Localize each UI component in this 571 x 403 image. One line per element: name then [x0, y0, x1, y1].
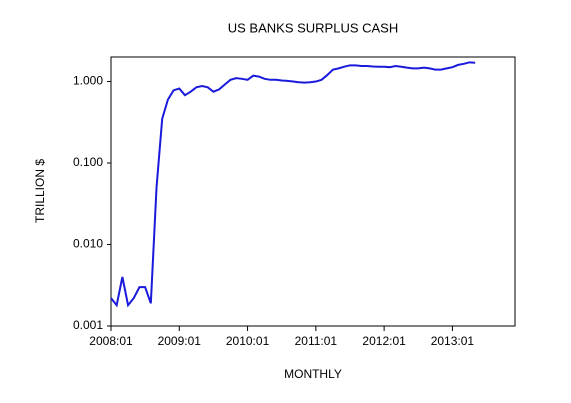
data-line [110, 61, 476, 308]
x-tick-label: 2010:01 [226, 334, 270, 348]
y-tick-label: 0.100 [73, 155, 103, 169]
y-tick-label: 0.010 [73, 237, 103, 251]
plot-frame [110, 56, 516, 327]
y-tick-label: 1.000 [73, 74, 103, 88]
x-tick-label: 2011:01 [295, 334, 338, 348]
x-tick-label: 2008:01 [89, 334, 133, 348]
x-tick-label: 2009:01 [158, 334, 202, 348]
x-tick-label: 2013:01 [431, 334, 475, 348]
x-axis-label: MONTHLY [284, 367, 342, 381]
chart-title: US BANKS SURPLUS CASH [228, 20, 399, 35]
x-tick-label: 2012:01 [362, 334, 406, 348]
y-tick-label: 0.001 [73, 318, 103, 332]
y-axis-label: TRILLION $ [33, 159, 47, 223]
